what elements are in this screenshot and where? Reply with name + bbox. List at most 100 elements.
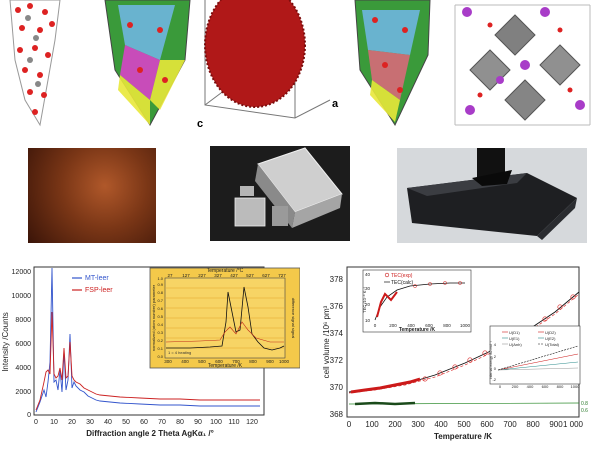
inset-top-axis-title: Temperature /°C	[207, 268, 244, 274]
diffraction-chart-svg: 0 2000 4000 6000 8000 10000 12000 0 10 2…	[1, 266, 301, 438]
svg-text:0.7: 0.7	[157, 298, 163, 303]
svg-text:600: 600	[215, 359, 223, 364]
cell-volume-chart-svg: 368 370 372 374 376 378 0 100 200 300 40…	[322, 266, 588, 441]
series-fsp-leer	[35, 311, 260, 411]
svg-text:-2: -2	[492, 377, 496, 382]
svg-text:200: 200	[389, 323, 397, 328]
svg-text:900: 900	[549, 420, 563, 429]
sem-crystal-svg	[234, 147, 343, 228]
svg-text:1000: 1000	[571, 384, 581, 389]
svg-text:U(Total): U(Total)	[545, 342, 560, 347]
svg-text:110: 110	[228, 419, 239, 426]
energy-curve-total	[497, 345, 579, 371]
svg-text:400: 400	[181, 359, 189, 364]
inset-tec-exp-open	[413, 281, 462, 288]
svg-text:400: 400	[407, 323, 415, 328]
y-tick-labels: 0 2000 4000 6000 8000 10000 12000	[12, 269, 32, 419]
exp-points-dense	[350, 377, 421, 394]
svg-text:0: 0	[27, 412, 31, 419]
inset-curve-black	[166, 286, 285, 351]
svg-text:0.8: 0.8	[581, 401, 588, 407]
legend: MT-leer FSP-leer	[72, 275, 113, 294]
energy-curve-d1	[497, 353, 579, 371]
legend-mt-label: MT-leer	[85, 275, 109, 282]
inset-y-ticks: 0.0 0.1 0.2 0.3 0.4 0.5 0.6 0.7 0.8 0.9 …	[157, 276, 163, 359]
crystal-photo-svg	[407, 148, 577, 240]
svg-text:10000: 10000	[12, 293, 32, 300]
svg-text:0.1: 0.1	[157, 346, 163, 351]
crystal-structure-row: a c	[0, 0, 600, 130]
inset-tec-exp-dense	[376, 291, 398, 318]
inset-top-ticks: 27 127 227 327 427 527 627 727	[167, 273, 286, 278]
svg-text:10: 10	[50, 419, 58, 426]
inset-tec-x-ticks: 0 200 400 600 800 1000	[374, 323, 471, 328]
axis-c-label: c	[197, 118, 203, 130]
inset-tec: 10 20 30 40 TEC /10⁻⁶ K⁻¹ 0 200 400 600 …	[362, 269, 472, 333]
svg-text:100: 100	[365, 420, 379, 429]
svg-text:0: 0	[347, 420, 352, 429]
svg-text:368: 368	[330, 410, 344, 419]
unit-cell-sphere: a c	[197, 0, 339, 130]
svg-text:0.6: 0.6	[581, 408, 588, 414]
x-tick-labels: 0 10 20 30 40 50 60 70 80 90 100 110 120	[34, 419, 258, 426]
svg-text:1.0: 1.0	[157, 276, 163, 281]
svg-text:376: 376	[330, 302, 344, 311]
crystal-structures-svg: a c	[9, 0, 591, 130]
inset-energy-y-ticks: 4 2 0 -2	[492, 342, 496, 382]
svg-text:100: 100	[210, 419, 222, 426]
series-mt-leer	[35, 267, 260, 413]
inset-right-axis-title: difference signal signal	[291, 298, 296, 339]
axis-a-label: a	[332, 98, 339, 110]
svg-text:600: 600	[542, 384, 549, 389]
svg-text:U(D1): U(D1)	[509, 330, 520, 335]
inset-energy-x-ticks: 0 200 400 600 800 1000	[499, 384, 580, 389]
sem-crystal-image	[210, 146, 350, 241]
svg-text:370: 370	[330, 383, 344, 392]
svg-text:600: 600	[480, 420, 494, 429]
right-side-labels: 0.8 0.6	[581, 401, 588, 414]
svg-text:800: 800	[249, 359, 257, 364]
svg-text:0.6: 0.6	[157, 306, 163, 311]
svg-text:378: 378	[330, 275, 344, 284]
svg-text:1000: 1000	[460, 323, 471, 328]
svg-text:12000: 12000	[12, 269, 32, 276]
svg-text:427: 427	[230, 273, 238, 278]
svg-text:400: 400	[434, 420, 448, 429]
photo-row	[0, 140, 600, 248]
svg-text:127: 127	[182, 273, 190, 278]
svg-text:27: 27	[167, 273, 173, 278]
inset-energy-ylabel: internal energy /kJ mol⁻¹	[489, 340, 493, 379]
svg-text:6000: 6000	[15, 341, 31, 348]
svg-text:U(E2): U(E2)	[545, 336, 556, 341]
svg-text:50: 50	[122, 419, 130, 426]
svg-text:500: 500	[198, 359, 206, 364]
energy-curve-e1	[497, 361, 579, 371]
svg-text:0: 0	[499, 384, 502, 389]
inset-tec-legend: TEC(exp) TEC(calc)	[384, 272, 414, 286]
svg-text:800: 800	[443, 323, 451, 328]
inset-tec-xlabel: Temperature /K	[399, 327, 436, 333]
svg-text:900: 900	[266, 359, 274, 364]
inset-bottom-axis-title: Temperature /K	[208, 363, 243, 369]
svg-text:4000: 4000	[15, 365, 31, 372]
svg-text:120: 120	[246, 419, 258, 426]
inset-tec-legend-exp: TEC(exp)	[391, 273, 413, 279]
svg-text:200: 200	[512, 384, 519, 389]
inset-energy-legend: U(D1) U(E1) U(Anh) U(D2) U(E2) U(Total)	[502, 330, 560, 347]
cell-volume-chart: 368 370 372 374 376 378 0 100 200 300 40…	[305, 262, 600, 450]
green-dense-points	[354, 401, 416, 406]
svg-text:30: 30	[86, 419, 94, 426]
svg-text:200: 200	[388, 420, 402, 429]
svg-text:527: 527	[246, 273, 254, 278]
svg-text:0.5: 0.5	[157, 314, 163, 319]
svg-text:4: 4	[494, 342, 497, 347]
svg-text:372: 372	[330, 356, 344, 365]
svg-text:2: 2	[494, 354, 497, 359]
svg-text:300: 300	[164, 359, 172, 364]
svg-text:0: 0	[34, 419, 38, 426]
svg-text:0: 0	[494, 366, 497, 371]
energy-curve-anh	[497, 367, 579, 371]
svg-text:227: 227	[198, 273, 206, 278]
polyhedra-colored-2	[354, 0, 431, 127]
svg-text:800: 800	[557, 384, 564, 389]
